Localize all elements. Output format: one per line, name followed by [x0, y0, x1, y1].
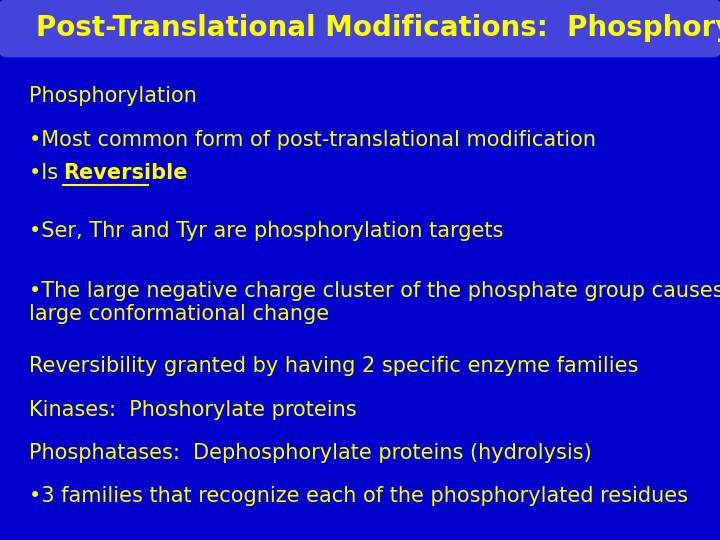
Text: •Most common form of post-translational modification: •Most common form of post-translational …	[29, 130, 596, 150]
Text: •Is: •Is	[29, 163, 65, 183]
Text: Reversible: Reversible	[63, 163, 187, 183]
Text: Phosphorylation: Phosphorylation	[29, 86, 197, 106]
Text: •Ser, Thr and Tyr are phosphorylation targets: •Ser, Thr and Tyr are phosphorylation ta…	[29, 221, 503, 241]
Text: •The large negative charge cluster of the phosphate group causes a
large conform: •The large negative charge cluster of th…	[29, 281, 720, 324]
Text: •3 families that recognize each of the phosphorylated residues: •3 families that recognize each of the p…	[29, 486, 688, 506]
Text: Post-Translational Modifications:  Phosphorylation: Post-Translational Modifications: Phosph…	[36, 14, 720, 42]
Text: Reversibility granted by having 2 specific enzyme families: Reversibility granted by having 2 specif…	[29, 356, 638, 376]
FancyBboxPatch shape	[0, 0, 720, 57]
Text: Kinases:  Phoshorylate proteins: Kinases: Phoshorylate proteins	[29, 400, 356, 420]
Text: Phosphatases:  Dephosphorylate proteins (hydrolysis): Phosphatases: Dephosphorylate proteins (…	[29, 443, 592, 463]
